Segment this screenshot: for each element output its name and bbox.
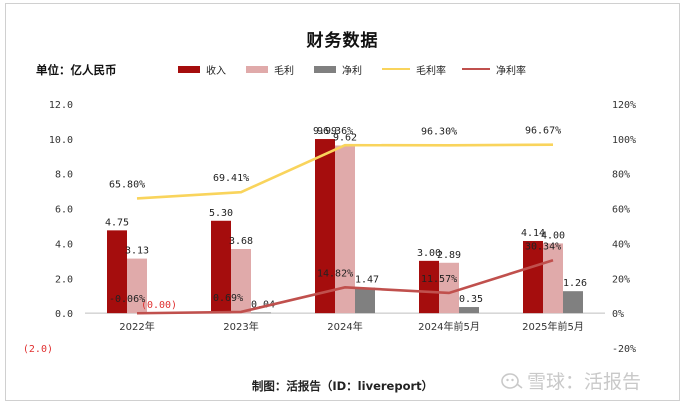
bar-1-0 [127, 258, 147, 314]
line-value-label: 96.36% [317, 126, 353, 137]
bar-1-3 [439, 262, 459, 314]
line-value-label: 96.67% [525, 126, 561, 137]
y-right-tick-label: 120% [612, 100, 636, 111]
legend-swatch-gross-profit [246, 65, 268, 73]
y-left-tick-label: 12.0 [49, 100, 73, 111]
bar-0-3 [419, 260, 439, 314]
bar-value-label: 5.30 [209, 208, 233, 219]
bar-2-2 [355, 287, 375, 314]
snowball-logo-icon [501, 372, 523, 389]
bar-value-label: 1.47 [355, 275, 379, 286]
legend-swatch-revenue [178, 65, 200, 73]
bar-value-label: 0.04 [251, 299, 275, 310]
bar-0-4 [523, 240, 543, 314]
line-value-label: 0.69% [213, 293, 243, 304]
legend-item-net-profit: 净利 [314, 62, 362, 77]
legend-line-gross-margin [382, 68, 410, 70]
x-category-label: 2024年前5月 [418, 320, 480, 333]
y-right-tick-label: 40% [612, 239, 630, 250]
legend-label-net-profit: 净利 [342, 65, 362, 77]
legend-label-revenue: 收入 [206, 65, 226, 77]
bar-2-3 [459, 307, 479, 314]
x-category-label: 2024年 [327, 320, 362, 333]
y-right-tick-label: -20% [612, 344, 636, 355]
y-left-tick-label: 6.0 [55, 205, 73, 216]
bar-value-label: (0.00) [141, 300, 177, 311]
bar-1-1 [231, 249, 251, 314]
line-value-label: 69.41% [213, 173, 249, 184]
line-value-label: 96.30% [421, 126, 457, 137]
bar-0-0 [107, 230, 127, 314]
watermark-text: 雪球：活报告 [527, 371, 642, 393]
bar-value-label: 3.68 [229, 236, 253, 247]
bar-1-2 [335, 145, 355, 314]
bar-value-label: 3.00 [417, 248, 441, 259]
legend-item-gross-profit: 毛利 [246, 62, 294, 77]
bar-value-label: 4.75 [105, 217, 129, 228]
x-category-label: 2025年前5月 [522, 320, 584, 333]
y-left-tick-label: 8.0 [55, 170, 73, 181]
watermark: 雪球：活报告 [501, 367, 641, 394]
y-right-tick-label: 20% [612, 274, 630, 285]
bar-2-4 [563, 291, 583, 314]
legend-item-revenue: 收入 [178, 62, 226, 77]
bar-value-label: 1.26 [563, 278, 587, 289]
y-left-tick-label: 10.0 [49, 135, 73, 146]
y-left-tick-label: 4.0 [55, 239, 73, 250]
legend-item-gross-margin: 毛利率 [382, 62, 446, 77]
line-value-label: 30.34% [525, 241, 561, 252]
line-value-label: 14.82% [317, 268, 353, 279]
chart-credit: 制图：活报告（ID：livereport） [251, 379, 434, 393]
y-right-tick-label: 60% [612, 205, 630, 216]
y-right-tick-label: 80% [612, 170, 630, 181]
y-right-tick-label: 0% [612, 309, 624, 320]
legend-item-net-margin: 净利率 [462, 62, 526, 77]
y-right-tick-label: 100% [612, 135, 636, 146]
bar-2-1 [251, 312, 271, 314]
bar-1-4 [543, 243, 563, 314]
bar-0-1 [211, 220, 231, 314]
y-left-tick-label: 0.0 [55, 309, 73, 320]
bar-value-label: 3.13 [125, 246, 149, 257]
legend-swatch-net-profit [314, 65, 336, 73]
legend-label-gross-profit: 毛利 [274, 65, 294, 77]
unit-label: 单位：亿人民币 [36, 63, 117, 77]
bar-value-label: 2.89 [437, 250, 461, 261]
legend-label-gross-margin: 毛利率 [416, 65, 446, 77]
line-value-label: -0.06% [109, 294, 145, 305]
line-value-label: 11.57% [421, 274, 457, 285]
legend-label-net-margin: 净利率 [496, 65, 526, 77]
bar-0-2 [315, 139, 335, 314]
bar-value-label: 9.62 [333, 132, 357, 143]
bar-value-label: 4.14 [521, 228, 545, 239]
chart-title: 财务数据 [306, 31, 379, 51]
y-left-tick-label: (2.0) [23, 344, 53, 355]
x-category-label: 2023年 [223, 320, 258, 333]
legend-line-net-margin [462, 68, 490, 70]
line-value-label: 65.80% [109, 179, 145, 190]
x-category-label: 2022年 [119, 320, 154, 333]
bar-value-label: 0.35 [459, 294, 483, 305]
bar-value-label: 9.99 [313, 126, 337, 137]
bar-value-label: 4.00 [541, 230, 565, 241]
y-left-tick-label: 2.0 [55, 274, 73, 285]
